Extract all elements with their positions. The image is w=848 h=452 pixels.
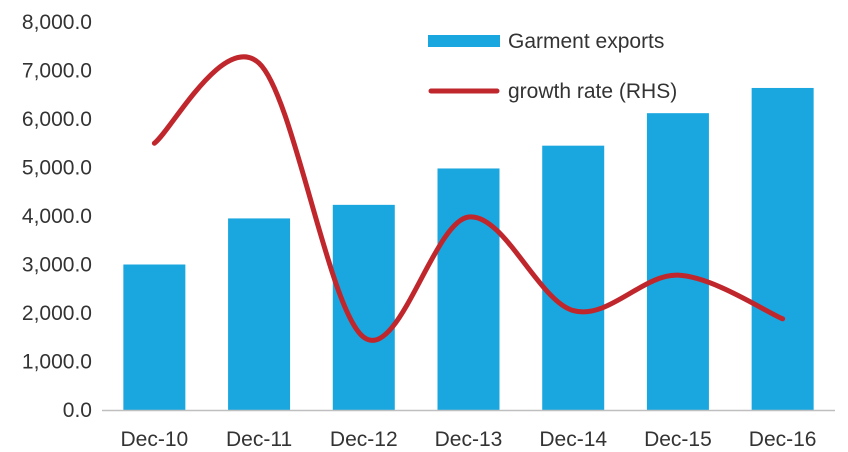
y-tick-label: 8,000.0 bbox=[22, 11, 92, 34]
legend-label-garment-exports: Garment exports bbox=[508, 30, 664, 53]
x-tick-label: Dec-12 bbox=[330, 428, 398, 451]
bar bbox=[542, 145, 605, 411]
x-tick-label: Dec-13 bbox=[435, 428, 503, 451]
x-tick-label: Dec-14 bbox=[539, 428, 607, 451]
y-axis: 0.0 1,000.0 2,000.0 3,000.0 4,000.0 5,000.0 6,… bbox=[22, 11, 92, 422]
y-tick-label: 6,000.0 bbox=[22, 108, 92, 131]
bar-series bbox=[123, 87, 814, 411]
x-tick-label: Dec-11 bbox=[226, 428, 292, 451]
y-tick-label: 4,000.0 bbox=[22, 205, 92, 228]
x-axis: Dec-10 Dec-11 Dec-12 Dec-13 Dec-14 Dec-15 Dec-… bbox=[121, 428, 817, 451]
bar bbox=[646, 113, 709, 411]
x-tick-label: Dec-15 bbox=[644, 428, 712, 451]
y-tick-label: 7,000.0 bbox=[22, 60, 92, 83]
bar bbox=[437, 168, 500, 410]
x-tick-label: Dec-16 bbox=[749, 428, 817, 451]
legend-label-growth-rate: growth rate (RHS) bbox=[508, 80, 677, 103]
legend-swatch-garment-exports bbox=[428, 35, 500, 47]
y-tick-label: 3,000.0 bbox=[22, 254, 92, 277]
bar bbox=[332, 204, 395, 410]
y-tick-label: 5,000.0 bbox=[22, 157, 92, 180]
bar bbox=[123, 264, 186, 410]
growth-rate-line bbox=[151, 54, 786, 343]
bar bbox=[228, 218, 291, 410]
y-tick-label: 2,000.0 bbox=[22, 302, 92, 325]
x-tick-label: Dec-10 bbox=[121, 428, 189, 451]
y-tick-label: 0.0 bbox=[63, 399, 92, 422]
legend: Garment exports growth rate (RHS) bbox=[428, 30, 677, 103]
bar bbox=[751, 87, 814, 411]
y-tick-label: 1,000.0 bbox=[22, 351, 92, 374]
